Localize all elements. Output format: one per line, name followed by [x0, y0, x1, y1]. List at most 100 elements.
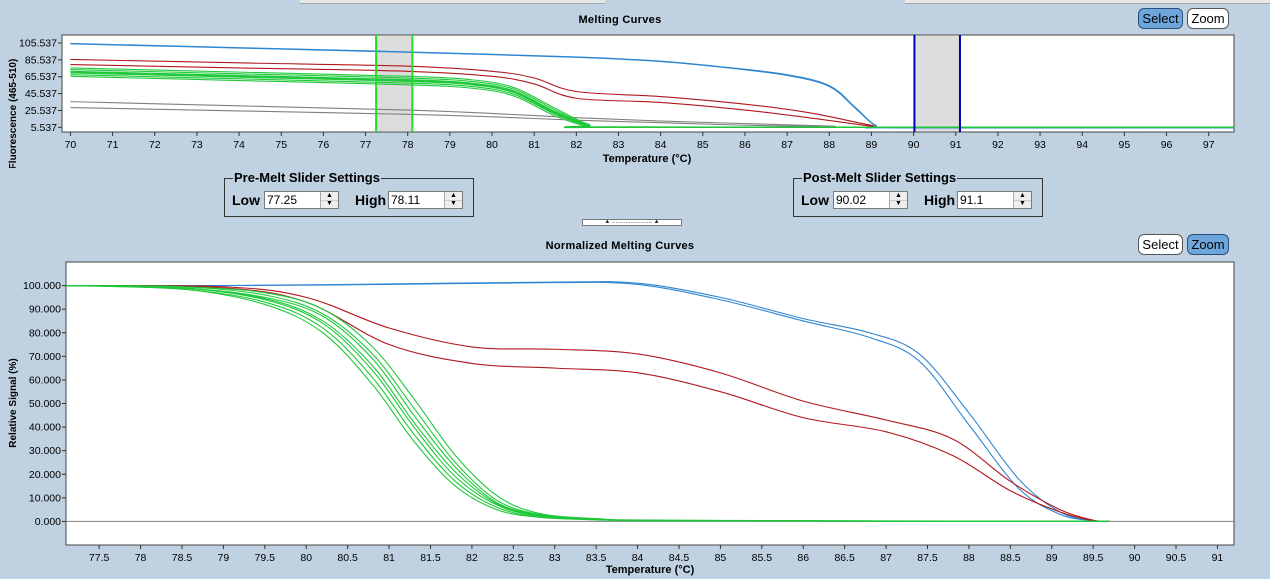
y-tick-label: 40.000	[29, 422, 61, 434]
y-tick-label: 20.000	[29, 469, 61, 481]
melting-curves-chart[interactable]: 5.537 25.537 45.537 65.537 85.537 105.537 70 7…	[0, 28, 1270, 168]
post-melt-settings-group: Post-Melt Slider Settings Low 90.02 ▲ ▼ …	[793, 170, 1043, 217]
spin-up-icon[interactable]: ▲	[890, 192, 907, 201]
post-melt-low-value[interactable]: 90.02	[836, 193, 867, 207]
x-tick-label: 86	[739, 139, 751, 151]
x-tick-label: 84	[632, 552, 644, 564]
x-tick-label: 72	[149, 139, 161, 151]
post-melt-low-arrows[interactable]: ▲ ▼	[889, 192, 907, 208]
y-tick-label: 45.537	[25, 88, 57, 100]
pane-splitter-handle[interactable]: ▲ ........................ ▲	[582, 219, 682, 226]
top-select-button[interactable]: Select	[1138, 8, 1183, 29]
x-tick-label: 80	[486, 139, 498, 151]
spin-up-icon[interactable]: ▲	[321, 192, 338, 201]
x-tick-label: 77.5	[89, 552, 110, 564]
y-tick-label: 105.537	[19, 37, 57, 49]
pre-melt-low-label: Low	[232, 192, 260, 208]
x-tick-label: 93	[1034, 139, 1046, 151]
y-tick-label: 5.537	[31, 122, 57, 134]
x-tick-label: 76	[318, 139, 330, 151]
x-tick-label: 71	[107, 139, 119, 151]
x-tick-label: 85.5	[752, 552, 773, 564]
pre-melt-settings-group: Pre-Melt Slider Settings Low 77.25 ▲ ▼ H…	[224, 170, 474, 217]
x-tick-label: 96	[1161, 139, 1173, 151]
x-tick-label: 77	[360, 139, 372, 151]
post-melt-high-value[interactable]: 91.1	[960, 193, 984, 207]
y-tick-label: 50.000	[29, 398, 61, 410]
post-melt-region[interactable]	[914, 36, 960, 131]
x-tick-label: 87.5	[917, 552, 938, 564]
y-tick-label: 90.000	[29, 304, 61, 316]
y-tick-label: 60.000	[29, 374, 61, 386]
top-edge-strip-right	[905, 0, 1270, 4]
bottom-y-axis-label: Relative Signal (%)	[8, 358, 19, 447]
x-tick-label: 95	[1119, 139, 1131, 151]
x-tick-label: 92	[992, 139, 1004, 151]
y-tick-label: 0.000	[35, 516, 61, 528]
x-tick-label: 90	[908, 139, 920, 151]
x-tick-label: 83	[613, 139, 625, 151]
post-melt-high-label: High	[924, 192, 956, 208]
spin-up-icon[interactable]: ▲	[1014, 192, 1031, 201]
x-tick-label: 80.5	[337, 552, 358, 564]
x-tick-label: 81	[383, 552, 395, 564]
pre-melt-legend: Pre-Melt Slider Settings	[233, 170, 381, 185]
x-tick-label: 85	[715, 552, 727, 564]
spin-down-icon[interactable]: ▼	[326, 200, 333, 207]
y-tick-label: 70.000	[29, 351, 61, 363]
spin-up-icon[interactable]: ▲	[445, 192, 462, 201]
x-tick-label: 84.5	[669, 552, 690, 564]
spin-down-icon[interactable]: ▼	[1019, 200, 1026, 207]
spin-down-icon[interactable]: ▼	[450, 200, 457, 207]
pre-melt-high-label: High	[355, 192, 387, 208]
y-tick-label: 85.537	[25, 54, 57, 66]
normalized-melting-curves-chart[interactable]: 0.000 10.000 20.000 30.000 40.000 50.000 60.00…	[0, 256, 1270, 579]
x-tick-label: 78	[135, 552, 147, 564]
spin-down-icon[interactable]: ▼	[895, 200, 902, 207]
top-edge-strip	[300, 0, 605, 4]
x-tick-label: 82	[466, 552, 478, 564]
top-x-axis-label: Temperature (°C)	[603, 153, 692, 165]
post-melt-low-spinner[interactable]: 90.02 ▲ ▼	[833, 191, 908, 209]
post-melt-high-spinner[interactable]: 91.1 ▲ ▼	[957, 191, 1032, 209]
x-tick-label: 88	[963, 552, 975, 564]
x-tick-label: 78.5	[172, 552, 193, 564]
x-tick-label: 80	[300, 552, 312, 564]
x-tick-label: 86	[797, 552, 809, 564]
x-tick-label: 89	[1046, 552, 1058, 564]
bottom-x-axis-label: Temperature (°C)	[606, 564, 695, 576]
bottom-zoom-button[interactable]: Zoom	[1187, 234, 1229, 255]
y-tick-label: 100.000	[23, 280, 61, 292]
x-tick-label: 87	[880, 552, 892, 564]
pre-melt-low-spinner[interactable]: 77.25 ▲ ▼	[264, 191, 339, 209]
pre-melt-high-value[interactable]: 78.11	[391, 193, 421, 207]
x-tick-label: 75	[275, 139, 287, 151]
x-tick-label: 82	[570, 139, 582, 151]
x-tick-label: 83	[549, 552, 561, 564]
post-melt-low-label: Low	[801, 192, 829, 208]
x-tick-label: 90	[1129, 552, 1141, 564]
x-tick-label: 89	[866, 139, 878, 151]
x-tick-label: 91	[1212, 552, 1224, 564]
pre-melt-low-arrows[interactable]: ▲ ▼	[320, 192, 338, 208]
x-tick-label: 74	[233, 139, 245, 151]
pre-melt-low-value[interactable]: 77.25	[267, 193, 298, 207]
bottom-select-button[interactable]: Select	[1138, 234, 1183, 255]
x-tick-label: 82.5	[503, 552, 524, 564]
pre-melt-high-arrows[interactable]: ▲ ▼	[444, 192, 462, 208]
x-tick-label: 83.5	[586, 552, 607, 564]
x-tick-label: 79	[444, 139, 456, 151]
x-tick-label: 91	[950, 139, 962, 151]
pre-melt-high-spinner[interactable]: 78.11 ▲ ▼	[388, 191, 463, 209]
y-tick-label: 65.537	[25, 71, 57, 83]
x-tick-label: 88	[823, 139, 835, 151]
x-tick-label: 79	[218, 552, 230, 564]
x-tick-label: 86.5	[834, 552, 855, 564]
y-tick-label: 30.000	[29, 445, 61, 457]
series-line-green-7	[70, 75, 1235, 129]
x-tick-label: 87	[781, 139, 793, 151]
x-tick-label: 70	[65, 139, 77, 151]
x-tick-label: 89.5	[1083, 552, 1104, 564]
top-zoom-button[interactable]: Zoom	[1187, 8, 1229, 29]
post-melt-high-arrows[interactable]: ▲ ▼	[1013, 192, 1031, 208]
